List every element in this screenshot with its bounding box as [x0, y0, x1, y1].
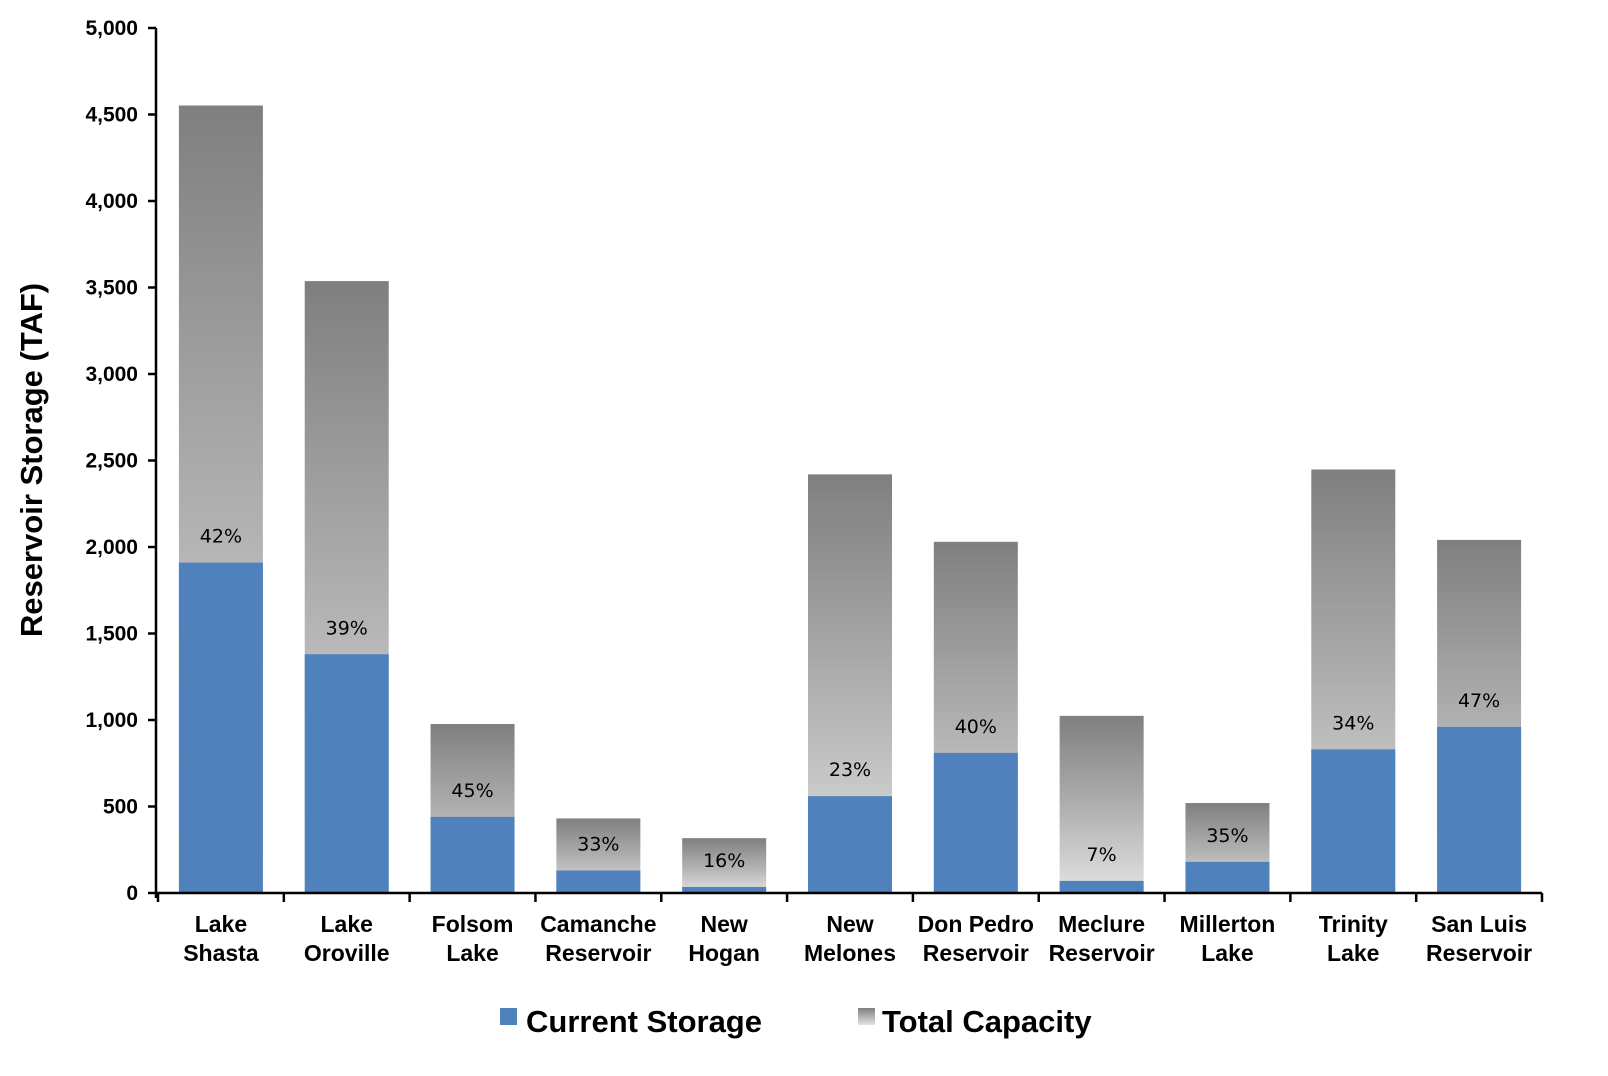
category-label: Oroville: [304, 940, 390, 966]
storage-bar: [808, 796, 892, 893]
category-label: Reservoir: [545, 940, 651, 966]
percent-label: 47%: [1458, 690, 1500, 712]
category-label: New: [826, 911, 873, 937]
category-label: Lake: [1201, 940, 1253, 966]
y-tick-label: 4,500: [85, 104, 138, 127]
storage-bar: [178, 562, 263, 893]
storage-bar: [1437, 726, 1522, 893]
category-label: Meclure: [1058, 911, 1145, 937]
y-tick-label: 500: [103, 796, 138, 819]
y-tick-label: 3,000: [85, 363, 138, 386]
y-tick-label: 1,000: [85, 709, 138, 732]
y-tick-label: 2,000: [85, 536, 138, 559]
legend: Current Storage Total Capacity: [500, 1004, 1092, 1039]
category-label: New: [701, 911, 748, 937]
percent-label: 39%: [326, 617, 368, 639]
y-tick-label: 5,000: [85, 17, 138, 40]
legend-swatch-total-capacity: [858, 1008, 875, 1025]
category-label: Lake: [321, 911, 373, 937]
plot-area: [178, 105, 1522, 893]
storage-bar: [1311, 749, 1396, 893]
storage-bar: [556, 870, 641, 893]
category-label: Trinity: [1319, 911, 1388, 937]
percent-label: 16%: [703, 850, 745, 872]
category-label: Don Pedro: [918, 911, 1034, 937]
labels: 42% Lake Shasta 39% Lake Oroville 45% Folsom Lak…: [14, 17, 1532, 966]
category-label: Lake: [1327, 940, 1379, 966]
category-label: Reservoir: [1049, 940, 1155, 966]
percent-label: 40%: [955, 716, 997, 738]
y-tick-label: 3,500: [85, 277, 138, 300]
category-label: Shasta: [183, 940, 259, 966]
capacity-bar: [682, 838, 767, 893]
percent-label: 7%: [1087, 844, 1117, 866]
y-tick-label: 2,500: [85, 450, 138, 473]
legend-swatch-current-storage: [500, 1008, 517, 1025]
y-tick-label: 4,000: [85, 190, 138, 213]
percent-label: 45%: [451, 780, 493, 802]
category-label: Lake: [446, 940, 498, 966]
category-label: Reservoir: [1426, 940, 1532, 966]
y-tick-label: 1,500: [85, 623, 138, 646]
y-tick-label: 0: [126, 882, 138, 905]
axes: [148, 26, 1544, 902]
legend-label-current-storage: Current Storage: [526, 1004, 762, 1039]
capacity-bar: [1059, 715, 1144, 893]
category-label: Melones: [804, 940, 896, 966]
category-label: Reservoir: [923, 940, 1029, 966]
percent-label: 42%: [200, 526, 242, 548]
category-label: Millerton: [1180, 911, 1276, 937]
legend-label-total-capacity: Total Capacity: [882, 1004, 1092, 1039]
category-label: Camanche: [540, 911, 656, 937]
storage-bar: [1185, 861, 1270, 893]
category-label: Lake: [195, 911, 247, 937]
percent-label: 23%: [829, 759, 871, 781]
storage-bar: [933, 752, 1018, 893]
storage-bar: [430, 816, 515, 893]
storage-bar: [1059, 880, 1144, 893]
category-label: San Luis: [1431, 911, 1527, 937]
category-label: Folsom: [432, 911, 514, 937]
percent-label: 35%: [1206, 825, 1248, 847]
y-axis-title: Reservoir Storage (TAF): [14, 283, 49, 637]
storage-bar: [682, 886, 767, 893]
category-label: Hogan: [688, 940, 760, 966]
percent-label: 33%: [577, 834, 619, 856]
storage-bar: [304, 654, 389, 893]
percent-label: 34%: [1332, 712, 1374, 734]
